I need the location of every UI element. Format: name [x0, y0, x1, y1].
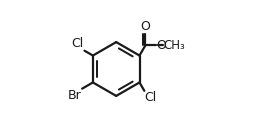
Text: Br: Br	[68, 89, 81, 102]
Text: O: O	[156, 39, 166, 52]
Text: O: O	[141, 20, 151, 33]
Text: Cl: Cl	[145, 91, 157, 104]
Text: Cl: Cl	[72, 37, 84, 50]
Text: CH₃: CH₃	[164, 39, 185, 52]
